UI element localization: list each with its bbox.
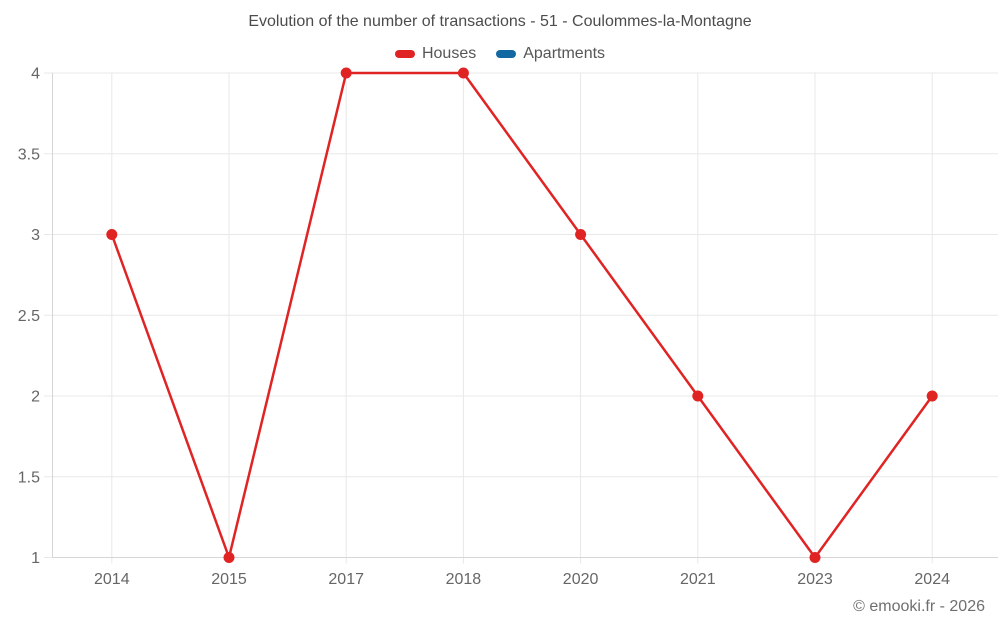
data-point-marker[interactable] — [926, 390, 938, 402]
x-axis-tick-label: 2020 — [563, 571, 599, 588]
x-axis-tick-label: 2024 — [914, 571, 950, 588]
y-axis-tick-label: 2 — [31, 389, 40, 406]
copyright-credit: © emooki.fr - 2026 — [853, 598, 985, 615]
houses-series-swatch-icon — [394, 50, 415, 58]
data-point-marker[interactable] — [223, 552, 235, 563]
y-axis-tick-label: 4 — [31, 66, 40, 83]
y-axis-tick-label: 3.5 — [18, 146, 40, 163]
y-axis-tick-label: 2.5 — [18, 308, 40, 325]
data-point-marker[interactable] — [809, 552, 821, 563]
legend-label-houses: Houses — [421, 45, 477, 62]
chart-title: Evolution of the number of transactions … — [248, 13, 752, 30]
houses-series-line — [110, 71, 934, 559]
x-axis-tick-label: 2023 — [797, 571, 833, 588]
x-axis-tick-label: 2017 — [328, 571, 364, 588]
x-axis-tick-label: 2021 — [680, 571, 716, 588]
x-axis-tick-label: 2015 — [211, 571, 247, 588]
y-axis-tick-label: 3 — [31, 227, 40, 244]
legend-item-apartments[interactable]: Apartments — [496, 45, 605, 63]
data-point-marker[interactable] — [106, 229, 118, 240]
data-point-marker[interactable] — [575, 229, 587, 240]
x-axis-tick-label: 2014 — [94, 571, 130, 588]
y-axis-tick-label: 1 — [31, 550, 40, 567]
x-axis-tick-label: 2018 — [446, 571, 482, 588]
legend-label-apartments: Apartments — [523, 45, 606, 62]
data-point-marker[interactable] — [692, 390, 704, 402]
data-point-marker[interactable] — [457, 67, 469, 79]
legend: Houses Apartments — [0, 45, 1000, 63]
apartments-series-swatch-icon — [496, 50, 517, 58]
legend-item-houses[interactable]: Houses — [394, 45, 477, 63]
data-point-marker[interactable] — [340, 67, 352, 79]
y-axis-tick-label: 1.5 — [18, 469, 40, 486]
